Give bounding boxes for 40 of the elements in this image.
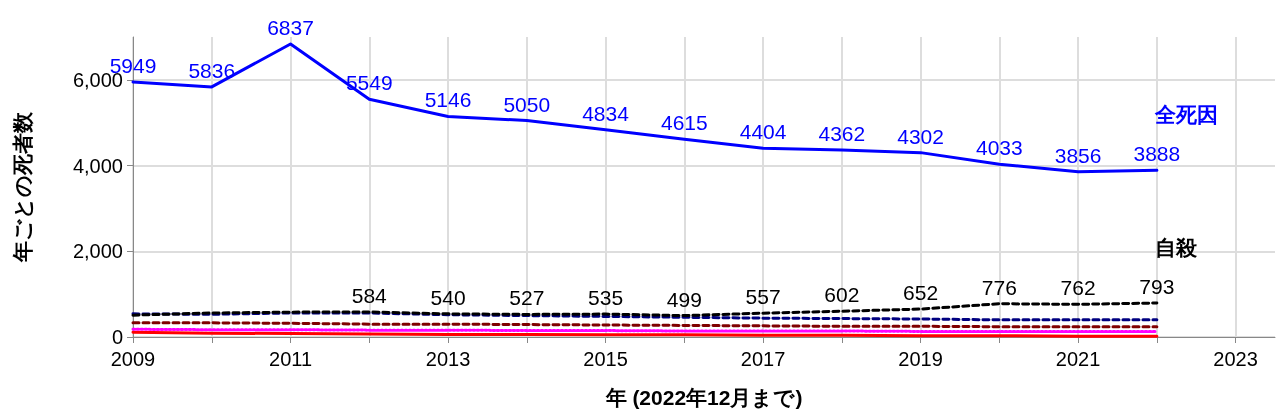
x-tick-label: 2011 (269, 348, 313, 370)
y-axis-title: 年ごとの死者数 (11, 111, 34, 263)
data-label: 4302 (897, 124, 944, 148)
data-label: 4033 (975, 136, 1023, 160)
x-tick-label: 2019 (898, 348, 943, 370)
data-label: 6837 (267, 15, 314, 39)
x-axis-title: 年 (2022年12月まで) (604, 386, 803, 409)
data-label: 4404 (739, 120, 787, 144)
data-label: 5146 (424, 88, 472, 112)
x-tick-label: 2023 (1213, 348, 1258, 370)
data-label: 584 (351, 283, 388, 307)
data-label: 499 (666, 287, 702, 311)
y-tick-label: 0 (111, 326, 123, 348)
data-label: 4362 (818, 122, 866, 146)
y-tick-label: 2,000 (72, 240, 123, 263)
x-tick-label: 2013 (425, 348, 471, 370)
data-label: 793 (1139, 275, 1175, 299)
data-label: 602 (824, 283, 860, 307)
data-label: 540 (430, 285, 466, 309)
data-label: 527 (509, 286, 545, 310)
data-label: 762 (1060, 276, 1096, 300)
text: 自殺 (1154, 235, 1198, 259)
x-tick-label: 2017 (740, 348, 786, 370)
data-label: 4615 (660, 111, 708, 135)
data-label: 652 (903, 281, 939, 305)
data-label: 5836 (188, 58, 236, 82)
x-tick-label: 2021 (1055, 348, 1101, 370)
line-series (131, 311, 1159, 322)
data-label: 3856 (1054, 143, 1102, 167)
x-tick-label: 2015 (583, 348, 628, 370)
data-label: 5050 (503, 92, 551, 116)
data-label: 3888 (1133, 142, 1181, 166)
data-label: 535 (588, 286, 624, 310)
data-label: 557 (745, 285, 781, 309)
data-label: 776 (981, 275, 1017, 299)
data-label: 5549 (345, 71, 393, 95)
data-label: 4834 (582, 101, 630, 125)
text: 全死因 (1153, 102, 1218, 126)
x-tick-label: 2009 (110, 348, 156, 370)
y-tick-label: 4,000 (72, 154, 123, 177)
